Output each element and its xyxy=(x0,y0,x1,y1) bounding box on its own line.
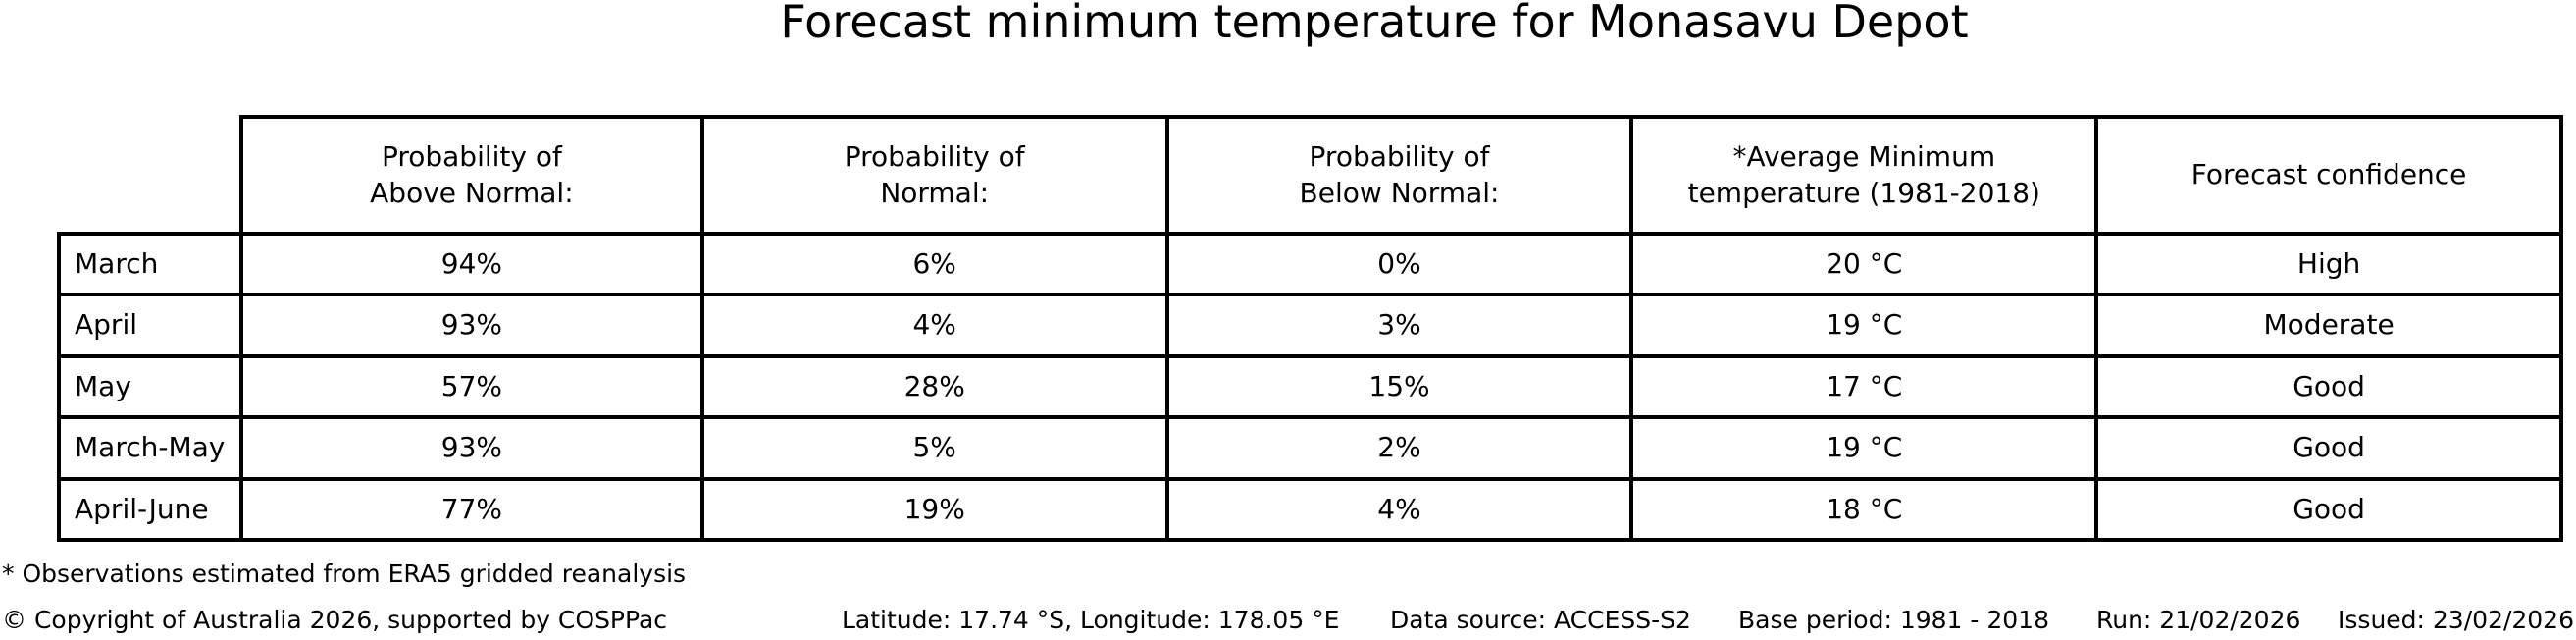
copyright-text: © Copyright of Australia 2026, supported… xyxy=(2,606,668,634)
column-header-forecast-confidence: Forecast confidence xyxy=(2098,115,2563,236)
cell-march-below: 0% xyxy=(1168,236,1634,297)
column-header-average-minimum: *Average Minimum temperature (1981-2018) xyxy=(1633,115,2099,236)
cell-may-below: 15% xyxy=(1168,357,1634,420)
base-period-text: Base period: 1981 - 2018 xyxy=(1738,606,2049,634)
row-label-april: April xyxy=(57,296,239,358)
data-source-text: Data source: ACCESS-S2 xyxy=(1390,606,1691,634)
cell-april-avg-temp: 19 °C xyxy=(1633,296,2099,358)
cell-march-may-normal: 5% xyxy=(703,419,1169,481)
coordinates-text: Latitude: 17.74 °S, Longitude: 178.05 °E xyxy=(842,606,1340,634)
row-label-march-may: March-May xyxy=(57,419,239,481)
cell-march-normal: 6% xyxy=(703,236,1169,297)
cell-march-may-confidence: Good xyxy=(2098,419,2563,481)
cell-april-below: 3% xyxy=(1168,296,1634,358)
column-header-above-normal: Probability of Above Normal: xyxy=(239,115,704,236)
cell-may-normal: 28% xyxy=(703,357,1169,420)
cell-march-may-below: 2% xyxy=(1168,419,1634,481)
cell-march-may-avg-temp: 19 °C xyxy=(1633,419,2099,481)
cell-april-confidence: Moderate xyxy=(2098,296,2563,358)
cell-may-avg-temp: 17 °C xyxy=(1633,357,2099,420)
row-label-april-june: April-June xyxy=(57,480,239,542)
cell-april-june-confidence: Good xyxy=(2098,480,2563,542)
cell-april-june-normal: 19% xyxy=(703,480,1169,542)
cell-march-avg-temp: 20 °C xyxy=(1633,236,2099,297)
run-date-text: Run: 21/02/2026 xyxy=(2096,606,2301,634)
cell-april-above: 93% xyxy=(239,296,704,358)
cell-april-june-avg-temp: 18 °C xyxy=(1633,480,2099,542)
cell-april-normal: 4% xyxy=(703,296,1169,358)
cell-april-june-below: 4% xyxy=(1168,480,1634,542)
issued-date-text: Issued: 23/02/2026 xyxy=(2338,606,2574,634)
forecast-table: Probability of Above Normal: Probability… xyxy=(57,115,2563,542)
cell-may-above: 57% xyxy=(239,357,704,420)
column-header-normal: Probability of Normal: xyxy=(703,115,1169,236)
footnote-observations: * Observations estimated from ERA5 gridd… xyxy=(2,560,687,588)
cell-march-above: 94% xyxy=(239,236,704,297)
cell-april-june-above: 77% xyxy=(239,480,704,542)
row-label-march: March xyxy=(57,236,239,297)
row-label-may: May xyxy=(57,357,239,420)
column-header-below-normal: Probability of Below Normal: xyxy=(1168,115,1634,236)
cell-may-confidence: Good xyxy=(2098,357,2563,420)
cell-march-may-above: 93% xyxy=(239,419,704,481)
figure-title: Forecast minimum temperature for Monasav… xyxy=(780,0,1969,48)
cell-march-confidence: High xyxy=(2098,236,2563,297)
table-corner-spacer xyxy=(57,115,239,236)
